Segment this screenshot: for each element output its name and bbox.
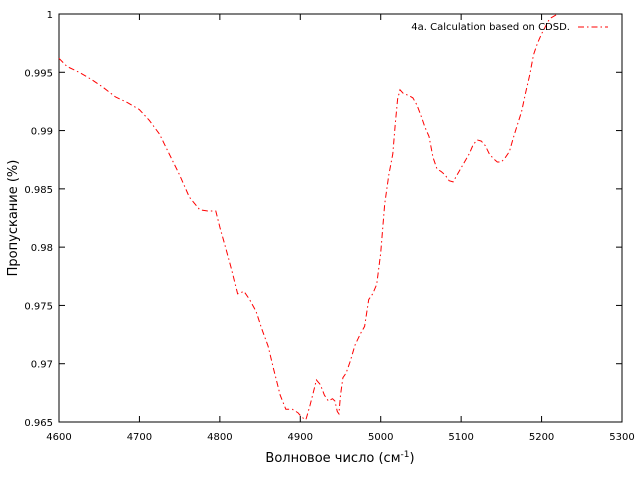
y-tick-label: 0.965 xyxy=(24,418,53,429)
plot-frame xyxy=(58,13,623,423)
y-axis-label: Пропускание (%) xyxy=(6,160,21,277)
x-tick-label: 5300 xyxy=(609,432,634,443)
x-tick-label: 5200 xyxy=(529,432,554,443)
legend-label: 4a. Calculation based on CDSD. xyxy=(411,22,570,33)
y-tick-label: 0.97 xyxy=(31,360,53,371)
y-axis-ticks: 0.965 0.97 0.975 0.98 0.985 0.99 0.995 1 xyxy=(24,10,622,429)
series-line xyxy=(58,13,558,421)
x-axis-label-main: Волновое число (см xyxy=(265,451,400,466)
legend: 4a. Calculation based on CDSD. xyxy=(411,22,608,33)
x-tick-label: 4700 xyxy=(127,432,152,443)
x-axis-label-end: ) xyxy=(409,451,414,466)
y-tick-label: 0.975 xyxy=(24,301,53,312)
x-tick-label: 4900 xyxy=(288,432,313,443)
x-tick-label: 5100 xyxy=(448,432,473,443)
y-tick-label: 0.99 xyxy=(31,127,53,138)
x-axis-ticks: 4600 4700 4800 4900 5000 5100 5200 5300 xyxy=(46,14,635,443)
y-tick-label: 0.985 xyxy=(24,185,53,196)
x-axis-label-superscript: -1 xyxy=(401,450,410,460)
x-axis-label: Волновое число (см-1) xyxy=(265,450,414,466)
y-tick-label: 0.98 xyxy=(31,243,53,254)
x-tick-label: 4600 xyxy=(46,432,71,443)
y-tick-label: 1 xyxy=(47,10,53,21)
y-tick-label: 0.995 xyxy=(24,68,53,79)
x-tick-label: 5000 xyxy=(368,432,393,443)
x-tick-label: 4800 xyxy=(207,432,232,443)
